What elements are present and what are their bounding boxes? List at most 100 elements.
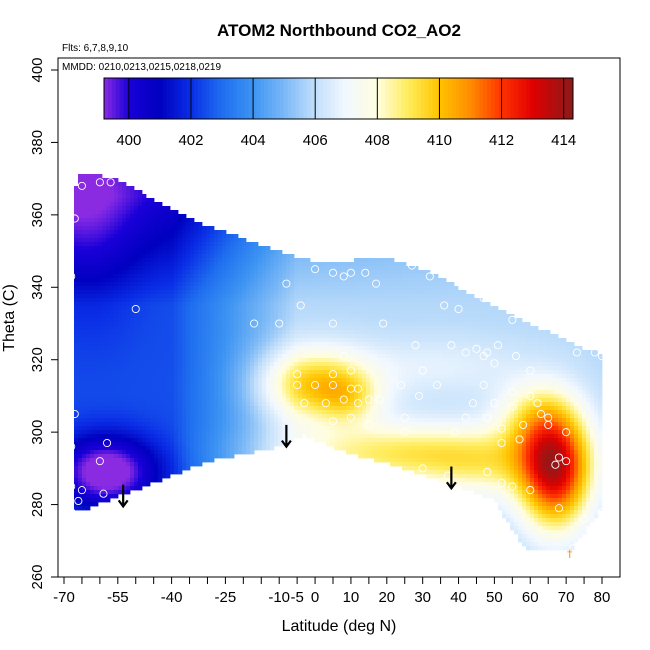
heat-cell-2173 bbox=[122, 322, 127, 327]
heat-cell-4554 bbox=[462, 394, 467, 399]
heat-cell-3856 bbox=[310, 374, 315, 379]
heat-cell-4031 bbox=[482, 378, 487, 383]
heat-cell-4696 bbox=[502, 398, 507, 403]
heat-cell-2096 bbox=[262, 318, 267, 323]
heat-cell-390 bbox=[138, 238, 143, 243]
heat-cell-4367 bbox=[242, 390, 247, 395]
heat-cell-2743 bbox=[522, 338, 527, 343]
heat-cell-2005 bbox=[338, 314, 343, 319]
heat-cell-153 bbox=[110, 210, 115, 215]
heat-cell-2965 bbox=[418, 346, 423, 351]
heat-cell-2047 bbox=[506, 314, 511, 319]
heat-cell-1698 bbox=[382, 302, 387, 307]
heat-cell-2526 bbox=[138, 334, 143, 339]
heat-cell-1673 bbox=[282, 302, 287, 307]
heat-cell-703 bbox=[134, 262, 139, 267]
heat-cell-3859 bbox=[322, 374, 327, 379]
heat-cell-2919 bbox=[234, 346, 239, 351]
heat-cell-2683 bbox=[282, 338, 287, 343]
heat-cell-3040 bbox=[210, 350, 215, 355]
heat-cell-75 bbox=[134, 194, 139, 199]
heat-cell-2717 bbox=[418, 338, 423, 343]
heat-cell-3096 bbox=[434, 350, 439, 355]
heat-cell-4080 bbox=[150, 382, 155, 387]
heat-cell-4921 bbox=[346, 406, 351, 411]
heat-cell-558 bbox=[258, 250, 263, 255]
heat-cell-186 bbox=[138, 214, 143, 219]
heat-cell-1642 bbox=[158, 302, 163, 307]
heat-cell-2130 bbox=[398, 318, 403, 323]
heat-cell-595 bbox=[198, 254, 203, 259]
heat-cell-216 bbox=[146, 218, 151, 223]
heat-cell-3463 bbox=[322, 362, 327, 367]
heat-cell-509 bbox=[258, 246, 263, 251]
heat-cell-473 bbox=[114, 246, 119, 251]
heat-cell-1830 bbox=[494, 306, 499, 311]
heat-cell-1291 bbox=[338, 286, 343, 291]
heat-cell-4294 bbox=[478, 386, 483, 391]
heat-cell-2353 bbox=[386, 326, 391, 331]
heat-cell-1492 bbox=[366, 294, 371, 299]
heat-cell-4130 bbox=[350, 382, 355, 387]
heat-cell-3028 bbox=[162, 350, 167, 355]
heat-cell-1134 bbox=[90, 282, 95, 287]
heat-cell-1998 bbox=[310, 314, 315, 319]
heat-cell-148 bbox=[90, 210, 95, 215]
heat-cell-3417 bbox=[138, 362, 143, 367]
heat-cell-610 bbox=[258, 254, 263, 259]
heat-cell-2653 bbox=[162, 338, 167, 343]
heat-cell-3668 bbox=[86, 370, 91, 375]
heat-cell-4462 bbox=[94, 394, 99, 399]
heat-cell-1043 bbox=[98, 278, 103, 283]
heat-cell-2930 bbox=[278, 346, 283, 351]
heat-cell-4687 bbox=[466, 398, 471, 403]
heat-cell-1158 bbox=[186, 282, 191, 287]
heat-cell-1458 bbox=[230, 294, 235, 299]
heat-cell-933 bbox=[378, 270, 383, 275]
heat-cell-360 bbox=[182, 234, 187, 239]
heat-cell-2831 bbox=[382, 342, 387, 347]
heat-cell-2752 bbox=[558, 338, 563, 343]
heat-cell-2394 bbox=[86, 330, 91, 335]
heat-cell-3183 bbox=[258, 354, 263, 359]
heat-cell-1427 bbox=[106, 294, 111, 299]
heat-cell-957 bbox=[118, 274, 123, 279]
heat-cell-3923 bbox=[578, 374, 583, 379]
heat-cell-1439 bbox=[154, 294, 159, 299]
heat-cell-3365 bbox=[458, 358, 463, 363]
heat-cell-1360 bbox=[230, 290, 235, 295]
heat-cell-1523 bbox=[90, 298, 95, 303]
heat-cell-1417 bbox=[458, 290, 463, 295]
heat-cell-3265 bbox=[586, 354, 591, 359]
heat-cell-2125 bbox=[378, 318, 383, 323]
heat-cell-2205 bbox=[250, 322, 255, 327]
heat-cell-1312 bbox=[422, 286, 427, 291]
heat-cell-2417 bbox=[178, 330, 183, 335]
heat-cell-4444 bbox=[550, 390, 555, 395]
heat-cell-3796 bbox=[598, 370, 603, 375]
heat-cell-1181 bbox=[278, 282, 283, 287]
heat-cell-158 bbox=[130, 210, 135, 215]
heat-cell-3302 bbox=[206, 358, 211, 363]
heat-cell-1173 bbox=[246, 282, 251, 287]
heat-cell-3005 bbox=[578, 346, 583, 351]
heat-cell-2285 bbox=[114, 326, 119, 331]
heat-cell-2598 bbox=[426, 334, 431, 339]
heat-cell-3397 bbox=[586, 358, 591, 363]
heat-cell-2319 bbox=[250, 326, 255, 331]
heat-cell-4488 bbox=[198, 394, 203, 399]
heat-cell-1960 bbox=[158, 314, 163, 319]
heat-cell-2270 bbox=[510, 322, 515, 327]
heat-cell-2955 bbox=[378, 346, 383, 351]
heat-cell-3630 bbox=[462, 366, 467, 371]
heat-cell-3594 bbox=[318, 366, 323, 371]
heat-cell-2174 bbox=[126, 322, 131, 327]
heat-cell-1984 bbox=[254, 314, 259, 319]
heat-cell-4267 bbox=[370, 386, 375, 391]
heat-cell-4567 bbox=[514, 394, 519, 399]
heat-cell-74 bbox=[130, 194, 135, 199]
heat-cell-938 bbox=[398, 270, 403, 275]
heat-cell-1799 bbox=[370, 306, 375, 311]
heat-cell-4813 bbox=[442, 402, 447, 407]
heat-cell-3076 bbox=[354, 350, 359, 355]
